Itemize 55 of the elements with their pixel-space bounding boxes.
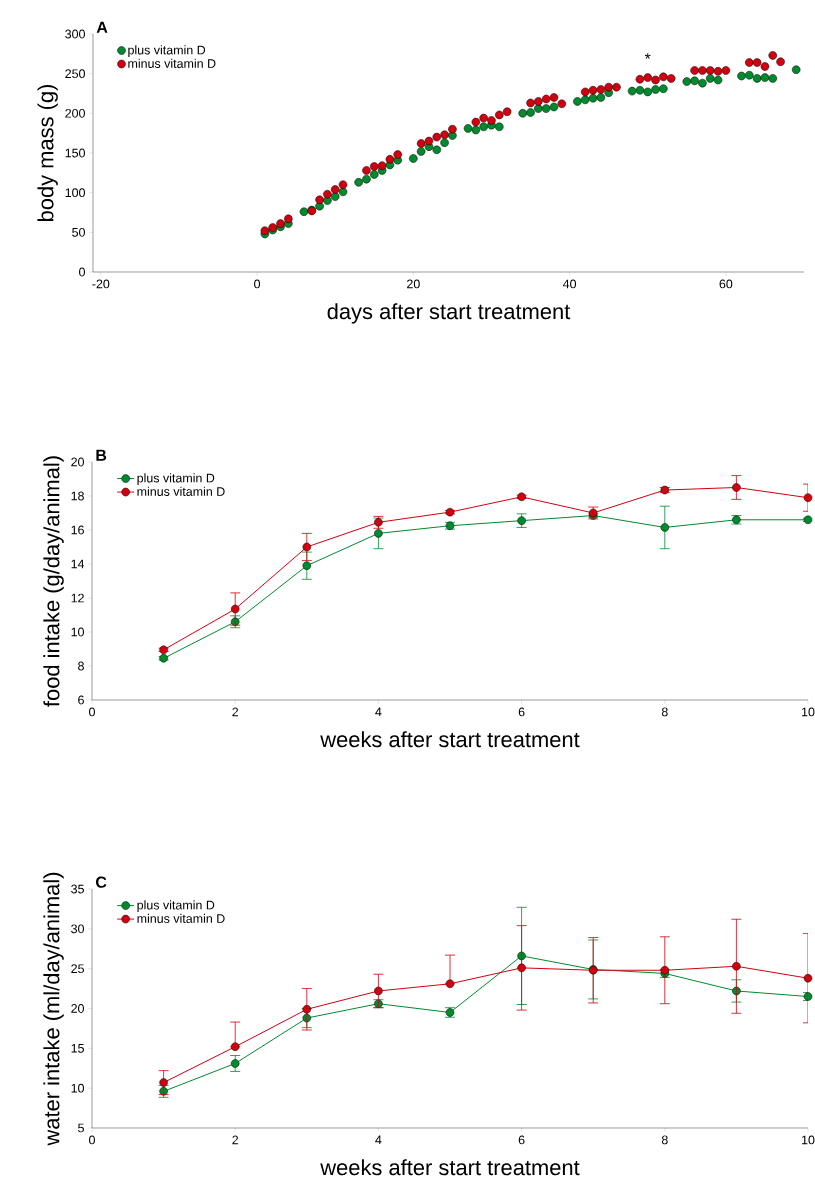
y-tick-label: 12 xyxy=(71,593,84,603)
legend-label: plus vitamin D xyxy=(137,473,215,485)
x-axis-title: weeks after start treatment xyxy=(320,731,580,748)
y-axis-title: body mass (g) xyxy=(37,84,58,222)
x-tick-label: 2 xyxy=(232,1135,239,1145)
x-axis-title: weeks after start treatment xyxy=(320,1159,580,1176)
legend-label: plus vitamin D xyxy=(128,45,206,57)
y-tick-label: 20 xyxy=(71,457,84,467)
x-tick-label: -20 xyxy=(92,279,110,289)
y-tick-label: 0 xyxy=(79,267,85,277)
legend-label: plus vitamin D xyxy=(137,900,215,912)
y-tick-label: 50 xyxy=(72,227,85,237)
annotation: * xyxy=(644,53,651,59)
x-tick-label: 0 xyxy=(89,1135,95,1145)
y-tick-label: 16 xyxy=(71,525,84,535)
y-tick-label: 35 xyxy=(71,884,84,894)
x-tick-label: 10 xyxy=(802,707,815,717)
y-tick-label: 6 xyxy=(78,695,84,705)
y-tick-label: 200 xyxy=(65,108,85,118)
x-tick-label: 8 xyxy=(661,1135,668,1145)
x-tick-label: 8 xyxy=(661,707,668,717)
y-tick-label: 18 xyxy=(71,491,84,501)
y-tick-label: 150 xyxy=(65,148,85,158)
x-tick-label: 2 xyxy=(232,707,239,717)
y-tick-label: 8 xyxy=(78,661,84,671)
y-tick-label: 100 xyxy=(65,188,85,198)
y-tick-label: 10 xyxy=(71,1083,84,1093)
y-tick-label: 15 xyxy=(71,1043,84,1053)
y-tick-label: 250 xyxy=(65,69,85,79)
text: A xyxy=(96,21,108,33)
x-tick-label: 20 xyxy=(407,279,420,289)
text: C xyxy=(96,876,107,888)
y-tick-label: 25 xyxy=(71,964,84,974)
x-tick-label: 0 xyxy=(254,279,261,289)
x-tick-label: 10 xyxy=(802,1135,815,1145)
y-tick-label: 300 xyxy=(65,29,85,39)
x-tick-label: 6 xyxy=(518,1135,525,1145)
x-tick-label: 4 xyxy=(375,1135,382,1145)
y-tick-label: 5 xyxy=(78,1123,84,1133)
y-tick-label: 20 xyxy=(71,1004,84,1013)
x-axis-title: days after start treatment xyxy=(327,303,571,324)
legend-label: minus vitamin D xyxy=(137,913,225,923)
text: B xyxy=(96,449,107,461)
y-axis-title: water intake (ml/day/animal) xyxy=(43,872,64,1146)
y-axis-title: food intake (g/day/animal) xyxy=(43,456,64,707)
x-tick-label: 60 xyxy=(719,279,733,289)
legend-label: minus vitamin D xyxy=(137,486,225,496)
y-tick-label: 10 xyxy=(71,627,84,637)
x-tick-label: 40 xyxy=(562,279,577,289)
y-tick-label: 30 xyxy=(71,924,84,934)
x-tick-label: 6 xyxy=(518,707,525,717)
y-tick-label: 14 xyxy=(71,559,85,569)
x-tick-label: 4 xyxy=(375,707,382,717)
x-tick-label: 0 xyxy=(89,707,95,717)
legend-label: minus vitamin D xyxy=(128,58,216,68)
